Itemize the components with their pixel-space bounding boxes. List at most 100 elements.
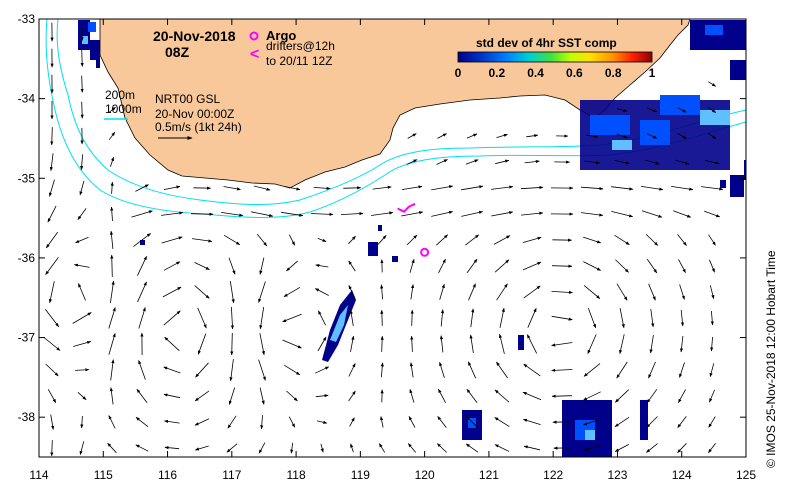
current-vector — [163, 261, 181, 271]
current-vector — [408, 416, 416, 428]
current-vector — [281, 211, 304, 217]
x-tick-label: 117 — [222, 468, 241, 482]
argo-legend-label: Argo — [266, 28, 296, 43]
current-vector — [44, 309, 60, 328]
current-vector — [256, 233, 268, 247]
current-vector — [465, 159, 479, 165]
current-vector — [707, 107, 717, 113]
current-vector — [282, 339, 302, 349]
current-vector — [586, 134, 599, 138]
x-tick-label: 118 — [287, 468, 306, 482]
x-tick-label: 124 — [672, 468, 692, 482]
current-vector — [494, 259, 510, 273]
current-vector — [163, 185, 181, 190]
current-vector — [72, 312, 92, 324]
velocity-source: NRT00 GSL — [155, 92, 220, 106]
y-tick-label: -35 — [18, 171, 36, 185]
current-vector — [551, 315, 573, 321]
argo-legend-icon — [249, 31, 259, 41]
current-vector — [110, 181, 114, 194]
current-vector — [253, 185, 271, 191]
current-vector — [109, 387, 114, 405]
current-vector — [679, 335, 684, 353]
current-vector — [349, 309, 354, 326]
current-vector — [461, 185, 484, 191]
current-vector — [343, 186, 362, 190]
velocity-date: 20-Nov 00:00Z — [155, 107, 234, 121]
current-vector — [673, 210, 692, 218]
current-vector — [437, 443, 447, 453]
current-vector — [286, 260, 298, 272]
current-vector — [551, 368, 573, 372]
current-vector — [73, 340, 92, 347]
x-axis: 114 115 116 117 118 119 120 121 122 123 124 125 — [29, 19, 756, 482]
current-vector — [461, 210, 484, 217]
current-vector — [313, 186, 331, 190]
x-tick-label: 119 — [351, 468, 370, 482]
current-vector — [523, 445, 540, 451]
current-vector — [468, 283, 476, 301]
y-tick-label: -37 — [18, 331, 36, 345]
current-vector — [615, 389, 629, 403]
current-vector — [350, 335, 355, 352]
y-tick-label: -36 — [18, 251, 36, 265]
velocity-scale: 0.5m/s (1kt 24h) — [155, 120, 242, 134]
current-vector — [47, 389, 57, 404]
current-vector — [223, 234, 241, 246]
current-vector — [707, 132, 717, 140]
current-vector — [677, 133, 687, 139]
current-vector — [466, 258, 478, 274]
current-vector — [43, 337, 61, 351]
current-vector — [194, 445, 209, 451]
current-vector — [494, 389, 510, 403]
current-vector — [439, 361, 445, 378]
x-tick-label: 125 — [736, 468, 756, 482]
current-vector — [227, 415, 237, 429]
current-vector — [679, 362, 685, 378]
current-vector — [431, 185, 454, 191]
x-tick-label: 114 — [29, 468, 48, 482]
current-vector — [646, 258, 658, 274]
current-vector — [75, 368, 90, 372]
x-tick-label: 116 — [158, 468, 177, 482]
current-vector — [315, 263, 329, 268]
current-vector — [611, 211, 634, 218]
current-vector — [438, 258, 446, 274]
current-vector — [614, 160, 630, 165]
current-vector — [372, 185, 392, 190]
current-vector — [259, 387, 265, 405]
current-vector — [583, 363, 601, 377]
current-vector — [701, 186, 724, 191]
title-time: 08Z — [165, 44, 190, 60]
current-vector — [409, 389, 415, 403]
current-vector — [581, 212, 604, 217]
current-vector — [194, 285, 210, 299]
current-vector — [377, 235, 387, 245]
current-vector — [580, 186, 604, 191]
current-vector — [348, 285, 356, 299]
y-tick-label: -34 — [18, 92, 36, 106]
current-vector — [79, 441, 85, 456]
current-vector — [137, 281, 147, 303]
current-vector — [678, 259, 686, 274]
current-vector — [380, 416, 384, 428]
current-vector — [258, 442, 266, 454]
current-vector — [646, 133, 658, 139]
current-vector — [406, 234, 418, 246]
current-vector — [495, 159, 510, 165]
current-vector — [582, 391, 601, 401]
current-vector — [226, 443, 238, 453]
credit-label: © IMOS 25-Nov-2018 12:00 Hobart Time — [764, 250, 778, 468]
current-vector — [108, 106, 116, 114]
current-vector — [229, 359, 234, 382]
current-vector — [491, 185, 514, 190]
current-vector — [439, 335, 444, 353]
current-vector — [491, 211, 514, 217]
current-vector — [317, 420, 328, 424]
current-vector — [75, 236, 89, 244]
colorbar-gradient — [457, 51, 653, 63]
current-vector — [710, 310, 714, 326]
drifter-tracks — [397, 202, 416, 213]
current-vector — [194, 262, 210, 270]
current-vector — [49, 153, 54, 172]
